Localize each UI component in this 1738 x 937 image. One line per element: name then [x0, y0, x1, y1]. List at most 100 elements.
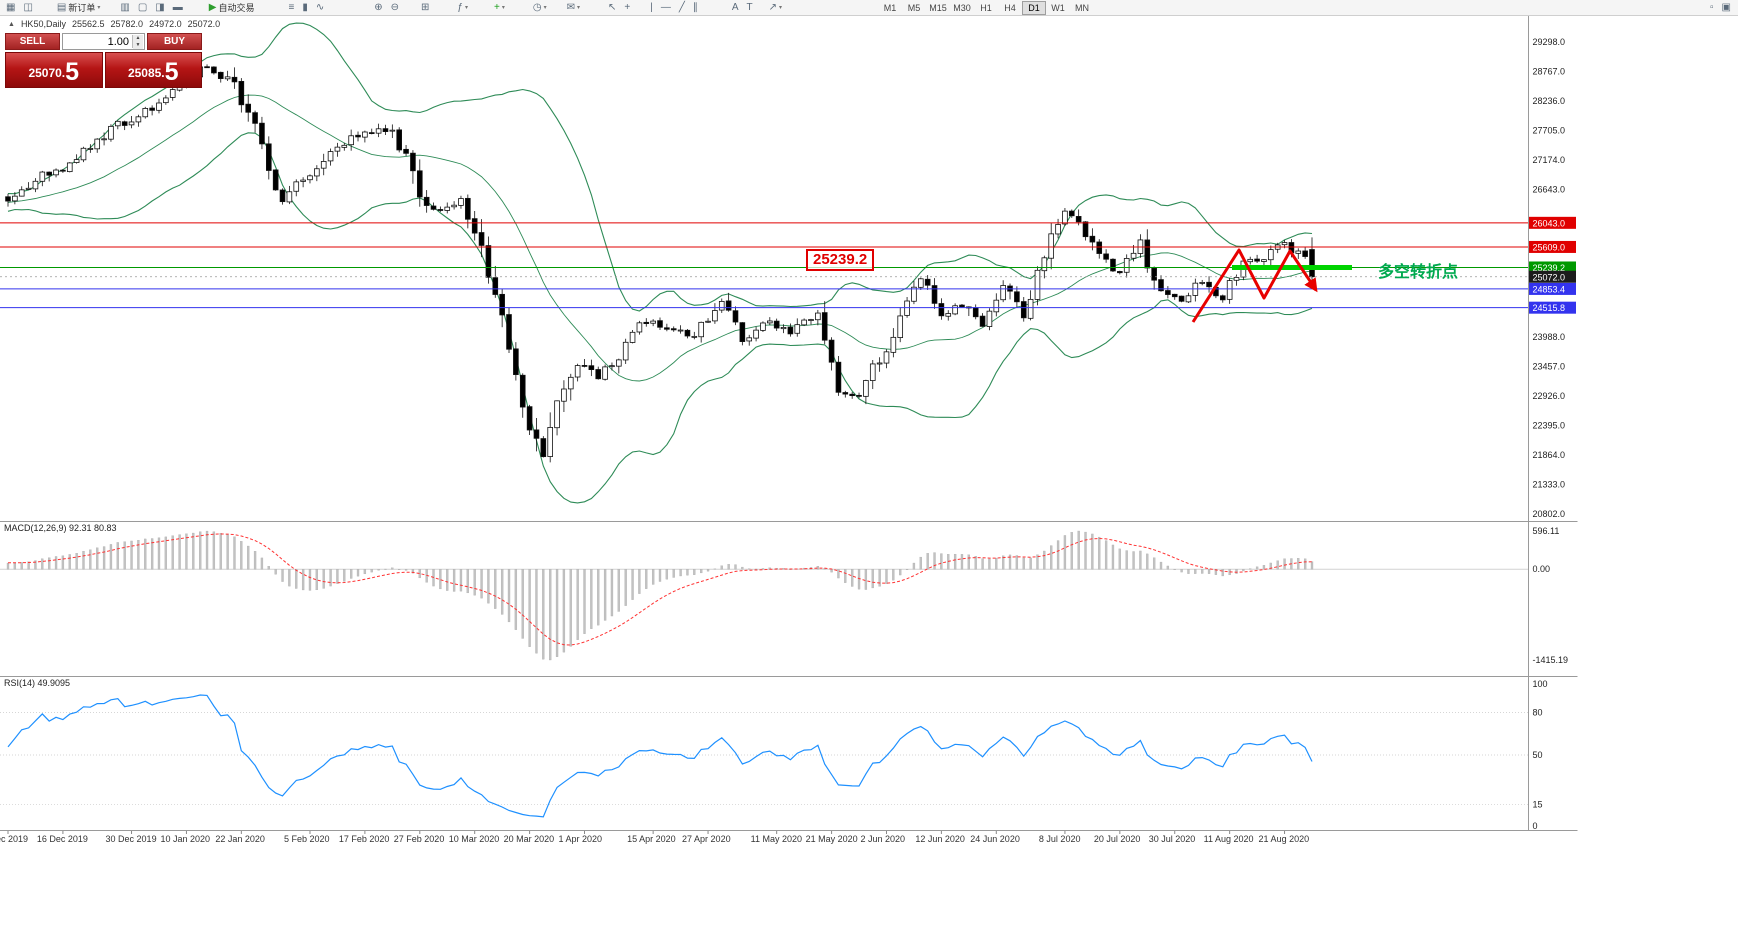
dock-window-icon[interactable]: ▫ — [1706, 1, 1718, 15]
zigzag-arrow-annotation[interactable] — [1191, 248, 1318, 323]
ohlc-high: 25782.0 — [110, 19, 144, 29]
candle-body — [760, 322, 766, 331]
crosshair-icon[interactable]: + — [620, 1, 634, 15]
toolbar-right-group: ▫ ▣ — [1706, 0, 1735, 16]
candle-body — [725, 300, 732, 311]
macd-bar — [583, 569, 586, 634]
zoom-in-icon[interactable]: ⊕ — [370, 1, 386, 15]
templates-icon[interactable]: ✉ ▾ — [563, 1, 584, 15]
candle-body — [1123, 258, 1130, 273]
timeframe-m30[interactable]: M30 — [953, 3, 971, 13]
terminal-icon[interactable]: ▬ — [169, 1, 187, 15]
buy-price-box[interactable]: 25085. 5 — [104, 52, 202, 88]
chart-line-icon[interactable]: ∿ — [312, 1, 328, 15]
price-tag-label: 25072.0 — [1533, 272, 1566, 282]
navigator-icon[interactable]: ◨ — [151, 1, 168, 15]
candle-body — [375, 128, 382, 134]
add-indicator-icon[interactable]: + ▾ — [490, 1, 509, 15]
volume-input[interactable]: 1.00 ▲ ▼ — [62, 33, 145, 50]
timeframe-m1[interactable]: M1 — [883, 3, 897, 13]
candle-body — [245, 103, 252, 113]
new-chart-icon[interactable]: ▦ — [2, 1, 19, 15]
candle-body — [1302, 250, 1308, 257]
macd-bar — [576, 569, 579, 640]
macd-bar — [542, 569, 545, 660]
candle-body — [684, 329, 691, 337]
price-level-annotation[interactable]: 25239.2 — [806, 249, 875, 271]
indicators-icon[interactable]: ƒ ▾ — [453, 1, 472, 15]
sell-button[interactable]: SELL — [5, 33, 60, 50]
price-tag-label: 25239.2 — [1533, 263, 1566, 273]
macd-bar — [569, 569, 572, 647]
collapse-panel-icon[interactable]: ▲ — [8, 20, 15, 28]
candle-body — [856, 394, 862, 397]
periods-icon[interactable]: ◷ ▾ — [529, 1, 551, 15]
macd-bar — [851, 569, 854, 587]
date-label: 20 Mar 2020 — [503, 834, 555, 844]
cursor-icon[interactable]: ↖ — [604, 1, 620, 15]
add-indicator-icon-glyph: + — [493, 1, 500, 13]
price-axis-area[interactable] — [1528, 16, 1738, 830]
chart-candles-icon[interactable]: ▮ — [298, 1, 312, 15]
maximize-window-icon[interactable]: ▣ — [1718, 1, 1735, 15]
candle-body — [389, 129, 396, 132]
text-icon[interactable]: A — [728, 1, 743, 15]
tile-windows-icon[interactable]: ⊞ — [417, 1, 433, 15]
text-label-icon-glyph: T — [746, 1, 753, 13]
trade-prices-row: 25070. 5 25085. 5 — [5, 52, 202, 88]
timeframe-m15[interactable]: M15 — [929, 3, 947, 13]
buy-price-pips: 5 — [164, 58, 179, 86]
macd-bar — [1269, 562, 1272, 570]
macd-bar — [322, 569, 325, 589]
date-label: 10 Jan 2020 — [160, 834, 210, 844]
macd-bar — [144, 538, 147, 570]
trendline-icon[interactable]: ╱ — [675, 1, 689, 15]
timeframe-m5[interactable]: M5 — [907, 3, 921, 13]
data-window-icon[interactable]: ▢ — [134, 1, 151, 15]
macd-bar — [82, 550, 85, 570]
candle-body — [1034, 269, 1041, 300]
buy-button[interactable]: BUY — [147, 33, 202, 50]
sell-price-box[interactable]: 25070. 5 — [5, 52, 103, 88]
macd-bar — [665, 569, 669, 580]
spinner-up-icon[interactable]: ▲ — [133, 35, 143, 42]
autotrading-button[interactable]: ▶ 自动交易 — [205, 1, 259, 15]
spinner-down-icon[interactable]: ▼ — [133, 42, 143, 49]
macd-bar — [981, 558, 984, 570]
candle-body — [1219, 295, 1226, 301]
timeframe-w1[interactable]: W1 — [1051, 3, 1065, 13]
new-order-button[interactable]: ▤ 新订单 ▾ — [53, 1, 104, 15]
market-watch-icon[interactable]: ▥ — [116, 1, 133, 15]
candles-group — [5, 64, 1315, 463]
macd-bar — [720, 565, 723, 570]
chart-profiles-icon[interactable]: ◫ — [19, 1, 36, 15]
arrows-icon[interactable]: ↗ ▾ — [765, 1, 786, 15]
candle-body — [5, 196, 11, 202]
timeframe-d1[interactable]: D1 — [1022, 1, 1046, 15]
text-label-icon[interactable]: T — [743, 1, 757, 15]
horizontal-line-icon[interactable]: — — [657, 1, 675, 15]
macd-bar — [253, 551, 257, 570]
turning-point-annotation[interactable]: 多空转折点 — [1378, 264, 1459, 281]
channel-icon[interactable]: ∥ — [689, 1, 702, 15]
candle-body — [430, 205, 437, 210]
candle-body — [1295, 250, 1302, 254]
macd-bar — [1022, 557, 1025, 570]
candle-body — [547, 427, 553, 457]
macd-axis-label: -1415.19 — [1533, 655, 1569, 665]
macd-bar — [830, 569, 833, 573]
macd-bar — [988, 558, 991, 570]
candle-body — [677, 329, 684, 332]
candle-body — [876, 362, 883, 365]
timeframe-h4[interactable]: H4 — [1004, 3, 1016, 13]
sell-price-main: 25070. — [28, 66, 66, 80]
timeframe-mn[interactable]: MN — [1075, 3, 1089, 13]
price-axis-label: 23457.0 — [1533, 362, 1566, 372]
candle-body — [115, 120, 121, 127]
zoom-out-icon[interactable]: ⊖ — [387, 1, 403, 15]
vertical-line-icon[interactable]: | — [646, 1, 657, 15]
timeframe-h1[interactable]: H1 — [980, 3, 992, 13]
chart-bars-icon[interactable]: ≡ — [284, 1, 298, 15]
